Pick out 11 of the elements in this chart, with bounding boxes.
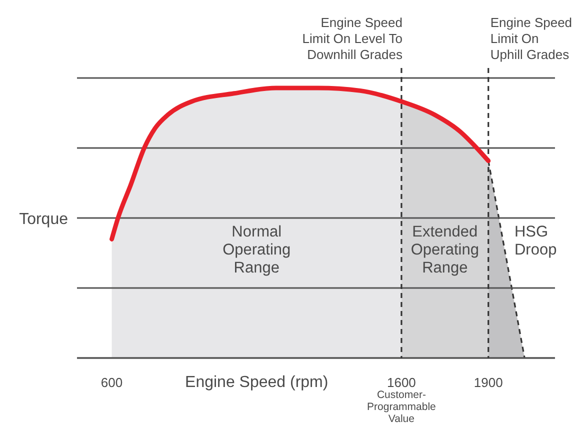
x-tick-label: 1900 <box>474 375 503 390</box>
text: Customer- Programmable Value <box>367 389 436 425</box>
x-tick-label: 600 <box>100 375 123 390</box>
x-axis-title: Engine Speed (rpm) <box>185 374 328 391</box>
ref-line-label: Engine Speed Limit On Uphill Grades <box>490 15 572 62</box>
series-label: Normal Operating Range <box>222 223 291 276</box>
y-axis-title: Torque <box>19 211 68 228</box>
x-tick-label: 1600 <box>387 375 416 390</box>
series-label: HSG Droop <box>514 223 557 258</box>
ref-line-label: Engine Speed Limit On Level To Downhill Grades <box>302 15 403 62</box>
series-label: Extended Operating Range <box>410 223 479 276</box>
